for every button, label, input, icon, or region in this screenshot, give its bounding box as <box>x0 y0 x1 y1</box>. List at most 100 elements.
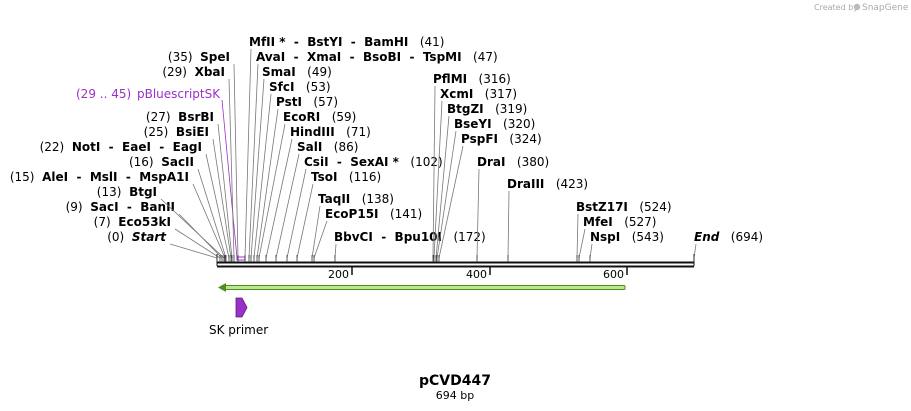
site-position: (324) <box>498 132 542 146</box>
site-ecori[interactable]: EcoRI (59) <box>258 110 356 259</box>
bp-scale: 200 400 600 <box>328 267 628 281</box>
enzyme-name: BseYI <box>454 117 492 131</box>
site-label: TaqII (138) <box>318 192 394 206</box>
site-position: (41) <box>408 35 444 49</box>
site-sacii[interactable]: (16) SacII <box>129 155 227 259</box>
site-smai[interactable]: SmaI (49) <box>250 65 332 259</box>
site-pflmi[interactable]: PflMI (316) <box>432 72 511 259</box>
site-mfei[interactable]: MfeI (527) <box>578 215 656 259</box>
site-position: (59) <box>320 110 356 124</box>
site-connector <box>174 228 221 259</box>
site-drai[interactable]: DraI (380) <box>476 155 549 259</box>
site-position: (116) <box>337 170 381 184</box>
orf-arrow[interactable] <box>218 283 626 292</box>
enzyme-name: AvaI <box>256 50 285 64</box>
enzyme-name: PspFI <box>461 132 498 146</box>
feature-label[interactable]: (29 .. 45) pBluescriptSK <box>76 87 221 101</box>
enzyme-name: Start <box>132 230 167 244</box>
site-connector <box>169 243 218 259</box>
site-label: SalI (86) <box>297 140 358 154</box>
site-noti[interactable]: (22) NotI - EaeI - EagI <box>40 140 230 259</box>
site-label: (7) Eco53kI <box>94 215 171 229</box>
site-end[interactable]: End (694) <box>693 230 763 259</box>
site-label: (0) Start <box>107 230 167 244</box>
site-connector <box>311 205 321 259</box>
site-spei[interactable]: (35) SpeI <box>168 50 239 259</box>
site-btgi[interactable]: (13) BtgI <box>97 185 225 259</box>
site-separator: - <box>68 170 90 184</box>
scale-label-400: 400 <box>466 268 487 281</box>
site-start[interactable]: (0) Start <box>107 230 218 259</box>
enzyme-name: BamHI <box>364 35 408 49</box>
site-sfci[interactable]: SfcI (53) <box>253 80 331 259</box>
site-label: CsiI - SexAI * (102) <box>304 155 443 169</box>
site-connector <box>286 168 307 259</box>
site-connector <box>244 48 252 259</box>
site-label: BstZ17I (524) <box>576 200 672 214</box>
enzyme-name: DraI <box>477 155 505 169</box>
enzyme-name: MfeI <box>583 215 613 229</box>
site-alei[interactable]: (15) AleI - MslI - MspA1I <box>10 170 226 259</box>
site-avai[interactable]: AvaI - XmaI - BsoBI - TspMI (47) <box>248 50 498 259</box>
site-draiii[interactable]: DraIII (423) <box>507 177 588 259</box>
sk-primer[interactable]: SK primer <box>209 297 268 337</box>
site-label: BbvCI - Bpu10I (172) <box>334 230 486 244</box>
site-saci[interactable]: (9) SacI - BanII <box>66 200 223 259</box>
enzyme-name: Eco53kI <box>118 215 171 229</box>
enzyme-name: MslI <box>90 170 118 184</box>
site-bstz17i[interactable]: BstZ17I (524) <box>576 200 672 259</box>
site-position: (22) <box>40 140 72 154</box>
site-connector <box>192 183 226 259</box>
site-eco53ki[interactable]: (7) Eco53kI <box>94 215 221 259</box>
site-btgzi[interactable]: BtgZI (319) <box>435 102 527 259</box>
plasmid-title: pCVD447 <box>419 373 491 389</box>
enzyme-name: PstI <box>276 95 302 109</box>
site-tsoi[interactable]: TsoI (116) <box>296 170 381 259</box>
site-label: BtgZI (319) <box>447 102 527 116</box>
site-position: (543) <box>620 230 664 244</box>
site-mfii[interactable]: MfII * - BstYI - BamHI (41) <box>244 35 444 259</box>
site-nspi[interactable]: NspI (543) <box>589 230 664 259</box>
site-psti[interactable]: PstI (57) <box>256 95 338 259</box>
enzyme-name: NotI <box>72 140 101 154</box>
site-bseyi[interactable]: BseYI (320) <box>436 117 535 259</box>
site-pspfi[interactable]: PspFI (324) <box>438 132 542 259</box>
site-label: AvaI - XmaI - BsoBI - TspMI (47) <box>256 50 498 64</box>
enzyme-name: Bpu10I <box>395 230 442 244</box>
orf-arrow-head <box>218 283 226 292</box>
site-connector <box>233 63 239 259</box>
site-bsiei[interactable]: (25) BsiEI <box>144 125 232 259</box>
site-position: (71) <box>335 125 371 139</box>
site-connector <box>197 168 227 259</box>
enzyme-name: PflMI <box>433 72 467 86</box>
enzyme-name: DraIII <box>507 177 544 191</box>
site-separator: - <box>100 140 122 154</box>
enzyme-name: SalI <box>297 140 322 154</box>
site-separator: - <box>342 35 364 49</box>
primer-label: SK primer <box>209 323 268 337</box>
site-position: (86) <box>322 140 358 154</box>
site-hindiii[interactable]: HindIII (71) <box>265 125 371 259</box>
site-connector <box>205 153 230 259</box>
enzyme-name: SexAI * <box>350 155 399 169</box>
site-position: (25) <box>144 125 176 139</box>
site-label: (13) BtgI <box>97 185 157 199</box>
site-xbai[interactable]: (29) XbaI <box>162 65 235 259</box>
site-taqii[interactable]: TaqII (138) <box>311 192 394 259</box>
site-position: (380) <box>505 155 549 169</box>
site-bbvci[interactable]: BbvCI - Bpu10I (172) <box>334 230 486 259</box>
site-csii[interactable]: CsiI - SexAI * (102) <box>286 155 443 259</box>
site-connector <box>212 138 232 259</box>
site-connector <box>258 123 286 259</box>
site-connector <box>438 145 464 259</box>
site-connector <box>217 123 233 259</box>
site-ecop15i[interactable]: EcoP15I (141) <box>313 207 422 259</box>
site-connector <box>436 130 457 259</box>
site-position: (423) <box>544 177 588 191</box>
site-sali[interactable]: SalI (86) <box>275 140 358 259</box>
site-connector <box>313 220 328 259</box>
site-bsrbi[interactable]: (27) BsrBI <box>146 110 233 259</box>
feature-name: pBluescriptSK <box>137 87 221 101</box>
site-xcmi[interactable]: XcmI (317) <box>433 87 517 259</box>
